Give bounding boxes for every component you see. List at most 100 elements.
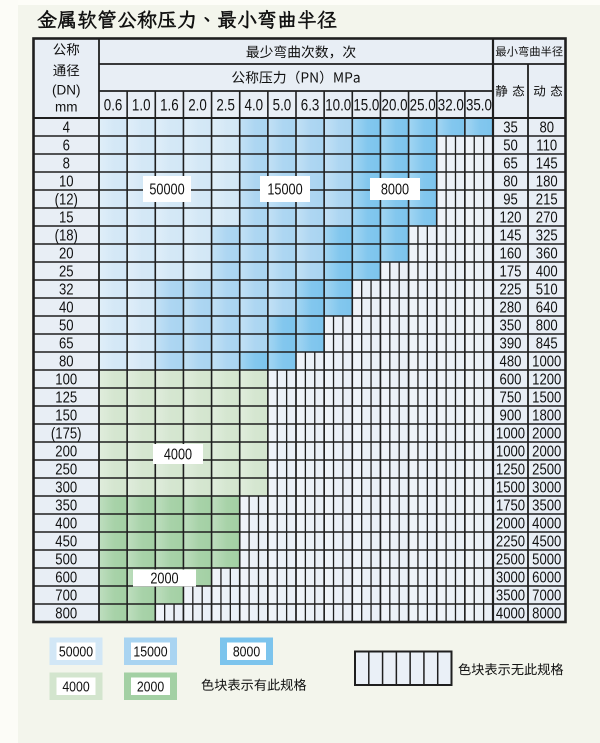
svg-text:510: 510	[536, 282, 558, 299]
svg-text:6000: 6000	[532, 570, 561, 587]
svg-text:2000: 2000	[532, 426, 561, 443]
svg-text:5.0: 5.0	[273, 97, 292, 114]
svg-text:1.6: 1.6	[160, 97, 179, 114]
svg-text:1750: 1750	[496, 498, 525, 515]
svg-text:15000: 15000	[267, 181, 302, 198]
svg-text:4000: 4000	[62, 678, 90, 694]
svg-text:8000: 8000	[532, 606, 561, 623]
svg-text:900: 900	[500, 408, 522, 425]
svg-text:4000: 4000	[496, 606, 525, 623]
svg-text:2000: 2000	[137, 678, 165, 694]
svg-text:3000: 3000	[532, 480, 561, 497]
svg-text:640: 640	[536, 300, 558, 317]
svg-text:3500: 3500	[496, 588, 525, 605]
svg-text:10.0: 10.0	[325, 97, 351, 114]
svg-text:360: 360	[536, 246, 558, 263]
svg-text:8: 8	[63, 156, 70, 173]
svg-text:95: 95	[503, 192, 518, 209]
svg-text:800: 800	[55, 606, 77, 623]
svg-text:450: 450	[55, 534, 77, 551]
svg-text:400: 400	[536, 264, 558, 281]
svg-text:(18): (18)	[55, 228, 78, 245]
svg-text:145: 145	[536, 156, 558, 173]
svg-text:5000: 5000	[532, 552, 561, 569]
svg-text:3500: 3500	[532, 498, 561, 515]
svg-text:1500: 1500	[496, 480, 525, 497]
svg-text:50000: 50000	[149, 181, 184, 198]
svg-text:350: 350	[500, 318, 522, 335]
svg-text:4000: 4000	[532, 516, 561, 533]
svg-text:(DN): (DN)	[52, 82, 81, 97]
svg-text:750: 750	[500, 390, 522, 407]
svg-text:20: 20	[59, 246, 74, 263]
svg-text:4000: 4000	[164, 446, 192, 463]
svg-text:160: 160	[500, 246, 522, 263]
svg-text:2000: 2000	[496, 516, 525, 533]
svg-text:(12): (12)	[55, 192, 78, 209]
svg-text:80: 80	[539, 120, 554, 137]
svg-text:225: 225	[500, 282, 522, 299]
svg-text:175: 175	[500, 264, 522, 281]
svg-text:35.0: 35.0	[466, 97, 492, 114]
svg-text:2250: 2250	[496, 534, 525, 551]
svg-text:1000: 1000	[532, 354, 561, 371]
svg-text:1500: 1500	[532, 390, 561, 407]
svg-text:480: 480	[500, 354, 522, 371]
svg-text:1000: 1000	[496, 444, 525, 461]
svg-text:1200: 1200	[532, 372, 561, 389]
svg-text:80: 80	[503, 174, 518, 191]
svg-text:1800: 1800	[532, 408, 561, 425]
svg-text:mm: mm	[55, 99, 78, 114]
svg-text:2000: 2000	[150, 570, 178, 587]
svg-text:2000: 2000	[532, 444, 561, 461]
svg-text:6.3: 6.3	[301, 97, 320, 114]
svg-text:25: 25	[59, 264, 74, 281]
svg-text:280: 280	[500, 300, 522, 317]
svg-text:2500: 2500	[496, 552, 525, 569]
svg-text:2.0: 2.0	[188, 97, 207, 114]
svg-text:215: 215	[536, 192, 558, 209]
svg-text:400: 400	[55, 516, 77, 533]
svg-text:8000: 8000	[381, 181, 409, 198]
svg-text:390: 390	[500, 336, 522, 353]
svg-text:2500: 2500	[532, 462, 561, 479]
svg-text:270: 270	[536, 210, 558, 227]
svg-text:50: 50	[503, 138, 518, 155]
svg-text:145: 145	[500, 228, 522, 245]
svg-text:65: 65	[503, 156, 518, 173]
svg-text:15.0: 15.0	[353, 97, 379, 114]
svg-text:845: 845	[536, 336, 558, 353]
svg-text:700: 700	[55, 588, 77, 605]
svg-text:110: 110	[536, 138, 557, 155]
svg-text:800: 800	[536, 318, 558, 335]
svg-text:6: 6	[63, 138, 70, 155]
svg-text:50: 50	[59, 318, 74, 335]
svg-text:1.0: 1.0	[132, 97, 151, 114]
svg-text:25.0: 25.0	[410, 97, 436, 114]
svg-text:32: 32	[59, 282, 74, 299]
svg-text:350: 350	[55, 498, 77, 515]
svg-text:4.0: 4.0	[245, 97, 264, 114]
svg-text:4500: 4500	[532, 534, 561, 551]
svg-text:150: 150	[55, 408, 77, 425]
svg-text:200: 200	[55, 444, 77, 461]
svg-text:40: 40	[59, 300, 74, 317]
svg-text:15: 15	[59, 210, 74, 227]
svg-text:1250: 1250	[496, 462, 525, 479]
svg-text:15000: 15000	[133, 643, 168, 659]
svg-text:100: 100	[55, 372, 77, 389]
svg-text:10: 10	[59, 174, 74, 191]
svg-text:7000: 7000	[532, 588, 561, 605]
svg-text:180: 180	[536, 174, 558, 191]
svg-text:120: 120	[500, 210, 522, 227]
svg-text:65: 65	[59, 336, 74, 353]
svg-text:(175): (175)	[51, 426, 82, 443]
svg-text:8000: 8000	[233, 643, 261, 659]
svg-text:250: 250	[55, 462, 77, 479]
svg-text:300: 300	[55, 480, 77, 497]
svg-text:35: 35	[503, 120, 518, 137]
svg-text:4: 4	[63, 120, 70, 137]
svg-text:32.0: 32.0	[438, 97, 464, 114]
svg-text:1000: 1000	[496, 426, 525, 443]
svg-text:600: 600	[500, 372, 522, 389]
